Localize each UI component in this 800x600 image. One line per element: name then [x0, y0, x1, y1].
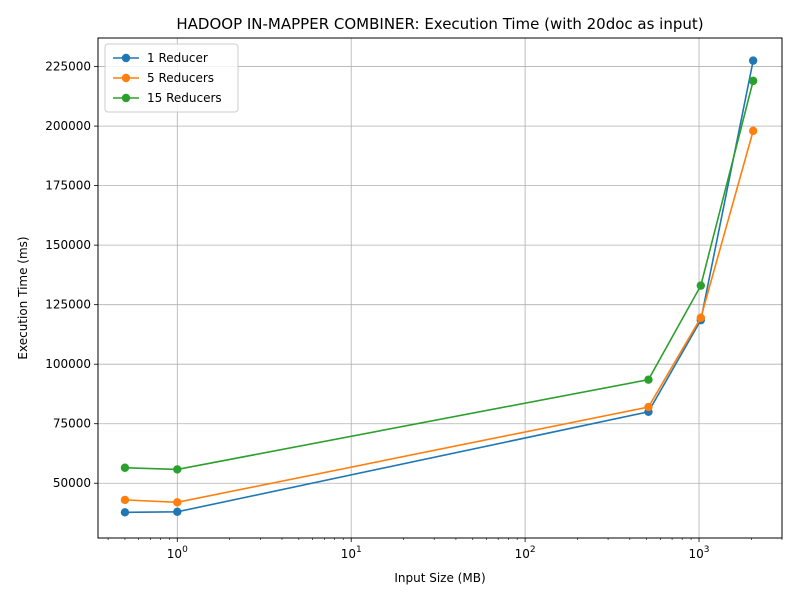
legend-marker	[121, 73, 131, 83]
legend-entry: 15 Reducers	[147, 91, 222, 105]
legend-box	[104, 43, 239, 113]
x-tick-label: 102	[515, 545, 536, 561]
y-tick-label: 200000	[45, 119, 91, 133]
y-tick-label: 75000	[53, 417, 91, 431]
x-tick-label: 101	[341, 545, 362, 561]
data-point	[120, 495, 130, 505]
legend-entry: 5 Reducers	[147, 71, 214, 85]
legend-marker	[121, 53, 131, 63]
data-point	[120, 463, 130, 472]
y-axis-label: Execution Time (ms)	[16, 236, 30, 359]
y-tick-label: 175000	[45, 179, 91, 193]
data-point	[696, 313, 706, 322]
data-point	[696, 281, 706, 290]
legend-entry: 1 Reducer	[147, 51, 208, 65]
x-axis-label: Input Size (MB)	[394, 571, 485, 585]
data-point	[173, 507, 182, 517]
y-tick-label: 100000	[45, 357, 91, 371]
x-tick-label: 103	[689, 545, 710, 561]
chart-title: HADOOP IN-MAPPER COMBINER: Execution Tim…	[176, 15, 703, 33]
data-point	[120, 508, 130, 517]
y-tick-label: 225000	[45, 60, 91, 74]
data-point	[644, 402, 653, 412]
data-point	[173, 498, 182, 507]
x-tick-label: 100	[167, 545, 188, 561]
y-tick-label: 125000	[45, 298, 91, 312]
legend-marker	[121, 93, 131, 103]
data-point	[644, 375, 653, 384]
plot-area: 100 101 102 103 50000 75000 100000 125000 150000…	[45, 37, 783, 561]
data-point	[748, 56, 758, 65]
axes-frame	[97, 37, 783, 539]
data-point	[173, 465, 182, 474]
data-point	[748, 76, 758, 86]
y-tick-label: 150000	[45, 238, 91, 252]
data-point	[748, 126, 758, 136]
y-tick-label: 50000	[53, 476, 91, 490]
